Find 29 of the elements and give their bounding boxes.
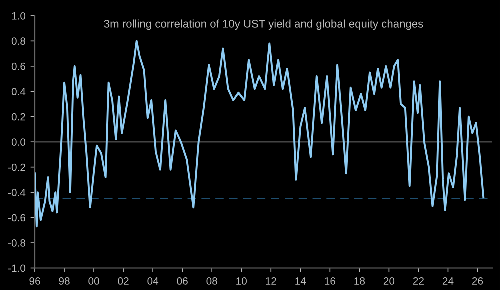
y-tick-label: 0.2 xyxy=(12,113,26,121)
y-tick-label: 0.8 xyxy=(12,38,26,46)
y-tick-label: -0.6 xyxy=(8,214,26,222)
x-tick-label: 98 xyxy=(59,278,70,285)
x-tick-label: 08 xyxy=(206,278,218,285)
y-tick-label: -1.0 xyxy=(8,264,26,272)
line-series xyxy=(35,40,485,228)
y-tick-label: -0.2 xyxy=(8,164,26,172)
x-tick-label: 22 xyxy=(413,278,424,285)
x-tick-label: 26 xyxy=(472,278,484,285)
x-tick-label: 02 xyxy=(118,278,129,285)
y-tick-label: 1.0 xyxy=(12,12,26,20)
y-tick-label: 0.4 xyxy=(12,88,26,96)
chart-title: 3m rolling correlation of 10y UST yield and global equity changes xyxy=(104,20,424,30)
x-tick-label: 10 xyxy=(236,278,247,285)
x-tick-label: 24 xyxy=(442,278,454,285)
x-tick-label: 18 xyxy=(354,278,366,285)
x-tick-label: 16 xyxy=(325,278,336,285)
x-tick-label: 96 xyxy=(30,278,40,285)
y-tick-label: 0.6 xyxy=(12,62,26,70)
x-tick-label: 12 xyxy=(266,278,276,285)
x-tick-label: 06 xyxy=(177,278,188,285)
y-tick-label: -0.4 xyxy=(8,189,26,196)
x-tick-label: 14 xyxy=(296,278,306,285)
y-tick-label: 0.0 xyxy=(12,138,26,146)
x-tick-label: 20 xyxy=(384,278,395,285)
x-tick-label: 04 xyxy=(148,278,159,285)
y-tick-label: -0.8 xyxy=(8,240,26,247)
x-tick-label: 00 xyxy=(88,278,100,285)
